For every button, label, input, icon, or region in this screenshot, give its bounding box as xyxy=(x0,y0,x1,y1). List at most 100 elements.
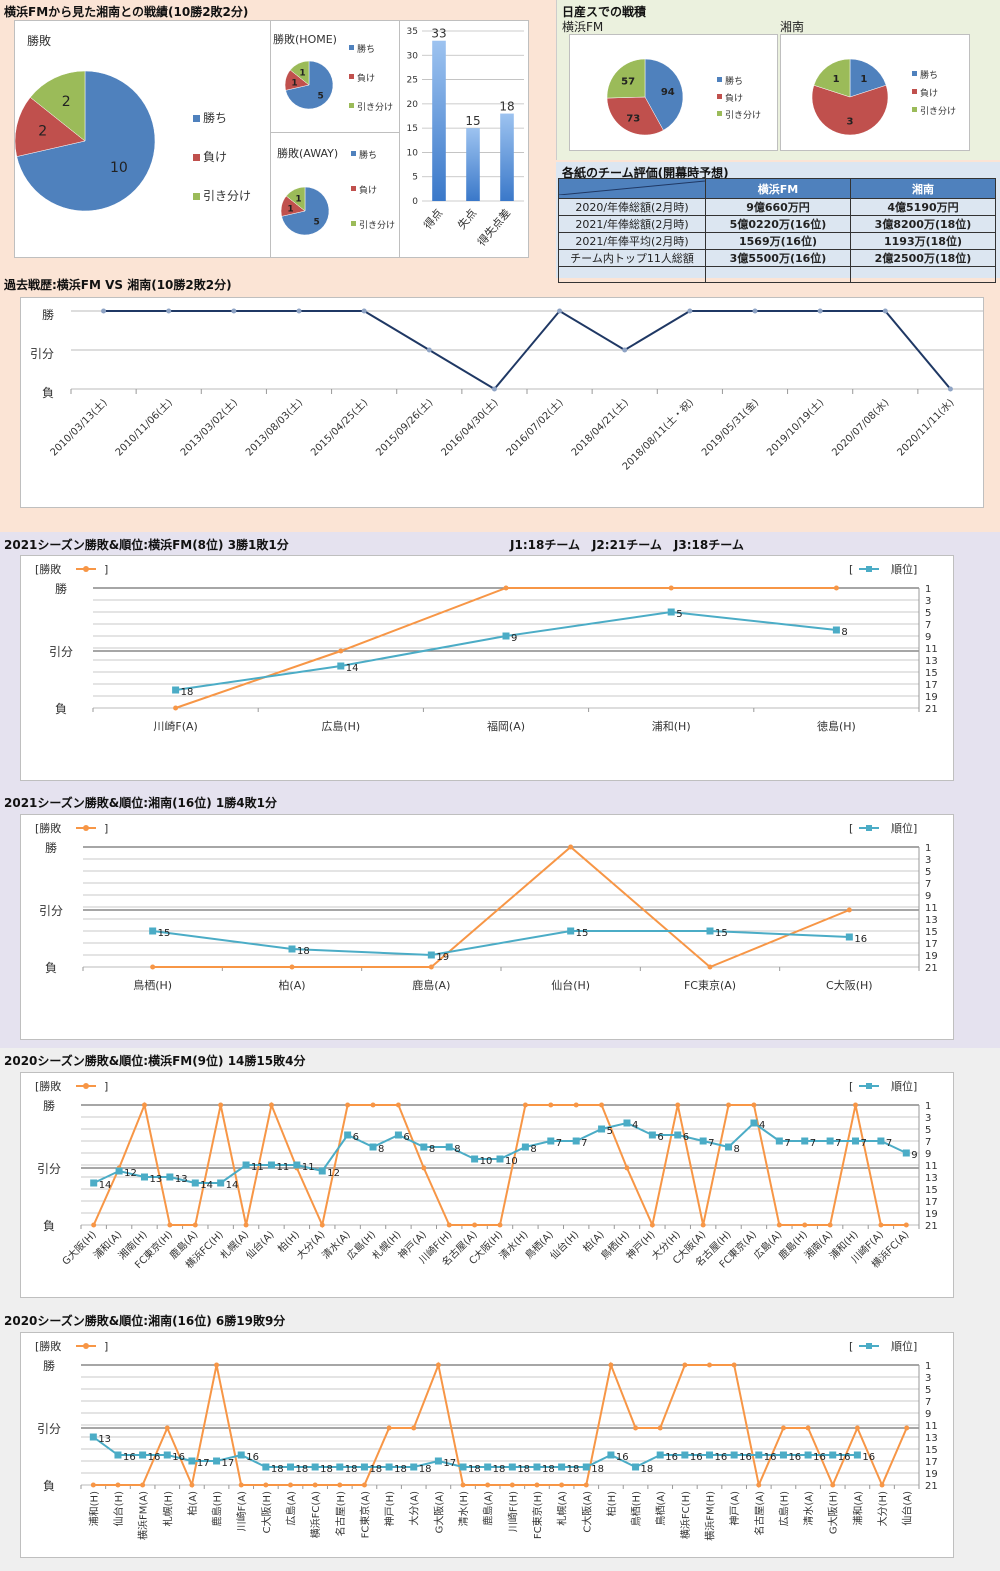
result-point xyxy=(756,1482,762,1488)
result-point xyxy=(485,1482,491,1488)
y-tick-label: 勝 xyxy=(42,307,54,322)
x-tick-label: 浦和(H) xyxy=(652,720,691,733)
result-axis-label: 負 xyxy=(45,961,57,975)
goals-bar-panel: 0 5 10 15 20 25 30 35 33 得点 15 失点 18 得失点差 xyxy=(399,20,529,258)
history-point xyxy=(622,347,628,353)
rank-axis-label: 5 xyxy=(925,867,931,878)
x-tick-label: 2010/03/13(土) xyxy=(47,396,110,459)
rank-data-label: 16 xyxy=(616,1452,629,1463)
rank-axis-label: 21 xyxy=(925,1481,938,1492)
rank-data-label: 16 xyxy=(854,934,867,945)
x-tick-label: 柏(H) xyxy=(605,1491,618,1516)
pie-title: 勝敗(AWAY) xyxy=(277,146,338,160)
x-tick-label: 浦和(H) xyxy=(87,1491,100,1526)
legend-result-close: ] xyxy=(104,1340,108,1353)
rank-data-label: 18 xyxy=(641,1464,654,1475)
history-point xyxy=(687,308,693,314)
eval-header-row: 横浜FM 湘南 xyxy=(558,178,996,199)
legend-swatch-win xyxy=(351,151,356,156)
result-point xyxy=(700,1222,706,1228)
result-point xyxy=(682,1362,688,1368)
result-point xyxy=(633,1425,639,1431)
result-point xyxy=(338,648,344,654)
result-point xyxy=(830,1482,836,1488)
pie-slice-loss xyxy=(606,96,664,136)
result-axis-label: 引分 xyxy=(49,645,73,659)
history-point xyxy=(231,308,237,314)
rank-data-label: 16 xyxy=(715,1452,728,1463)
rank-data-label: 16 xyxy=(665,1452,678,1463)
rank-axis-label: 5 xyxy=(925,1125,931,1136)
x-tick-label: 2013/03/02(土) xyxy=(177,396,240,459)
pie-slice-draw xyxy=(289,60,310,86)
rank-point xyxy=(826,1137,834,1145)
x-tick-label: 得点 xyxy=(421,207,445,232)
eval-row-empty xyxy=(558,266,996,283)
x-tick-label: G大阪(H) xyxy=(59,1228,99,1268)
rank-data-label: 19 xyxy=(436,952,449,963)
rank-point xyxy=(648,1131,656,1139)
rank-data-label: 18 xyxy=(542,1464,555,1475)
rank-point xyxy=(484,1463,492,1471)
x-tick-label: 得失点差 xyxy=(474,206,513,249)
pie-slice-win xyxy=(849,58,887,98)
result-point xyxy=(707,1362,712,1368)
rank-data-label: 18 xyxy=(345,1464,358,1475)
rank-data-label: 13 xyxy=(149,1174,162,1185)
pie-data-label: 1 xyxy=(291,79,297,89)
x-tick-label: 名古屋(A) xyxy=(753,1491,766,1536)
result-point xyxy=(657,1425,663,1431)
rank-data-label: 8 xyxy=(841,627,847,638)
result-axis-label: 勝 xyxy=(43,1098,55,1113)
rank-data-label: 16 xyxy=(148,1452,161,1463)
rank-data-label: 18 xyxy=(296,1464,309,1475)
rank-data-label: 11 xyxy=(276,1162,289,1173)
rank-point xyxy=(502,632,510,640)
x-tick-label: 仙台(A) xyxy=(901,1491,914,1526)
eval-row: チーム内トップ11人総額 3億5500万(16位) 2億2500万(18位) xyxy=(558,249,996,267)
rank-data-label: 14 xyxy=(346,663,359,674)
rank-point xyxy=(829,1451,837,1459)
rank-line xyxy=(152,930,850,957)
y2020-title: 2020シーズン勝敗&順位:横浜FM(9位) 14勝15敗4分 xyxy=(4,1054,306,1068)
x-tick-label: 2018/08/11(土・祝) xyxy=(619,396,696,473)
x-tick-label: 清水(A) xyxy=(802,1491,815,1526)
rank-point xyxy=(508,1463,516,1471)
rank-point xyxy=(852,1137,860,1145)
history-point xyxy=(166,308,172,314)
x-tick-label: FC東京(H) xyxy=(531,1491,544,1539)
rank-data-label: 11 xyxy=(251,1162,264,1173)
pie-title: 勝敗(HOME) xyxy=(273,32,337,46)
rank-axis-label: 5 xyxy=(925,608,931,619)
rank-axis-label: 13 xyxy=(925,1433,938,1444)
rank-point xyxy=(572,1137,580,1145)
eval-shonan-value: 3億8200万(18位) xyxy=(850,215,996,233)
rank-point xyxy=(114,1451,122,1459)
rank-point xyxy=(779,1451,787,1459)
result-axis-label: 勝 xyxy=(55,581,67,596)
y2020-chart: [勝敗][順位]13579111315171921勝引分負G大阪(H)浦和(A)… xyxy=(35,1079,938,1271)
pie-data-label: 1 xyxy=(860,74,867,85)
result-point xyxy=(386,1425,392,1431)
result-point xyxy=(903,1222,909,1228)
rank-point xyxy=(471,1155,479,1163)
result-point xyxy=(780,1425,786,1431)
legend-swatch-loss xyxy=(351,186,356,191)
legend-swatch-loss xyxy=(193,154,200,161)
rank-data-label: 7 xyxy=(886,1138,892,1149)
eval-row-label: 2020/年俸総額(2月時) xyxy=(558,198,706,216)
result-point xyxy=(751,1102,757,1108)
pie-title: 勝敗 xyxy=(27,33,51,48)
rank-data-label: 16 xyxy=(246,1452,259,1463)
x-tick-label: 福岡(A) xyxy=(487,719,525,733)
rank-point xyxy=(166,1173,174,1181)
rank-axis-label: 3 xyxy=(925,1373,931,1384)
legend-rank-label: 順位] xyxy=(891,1339,917,1353)
x-tick-label: 柏(A) xyxy=(186,1491,199,1516)
result-point xyxy=(472,1222,478,1228)
result-point xyxy=(312,1482,318,1488)
rank-data-label: 6 xyxy=(683,1132,689,1143)
x-tick-label: FC東京(A) xyxy=(684,978,736,992)
